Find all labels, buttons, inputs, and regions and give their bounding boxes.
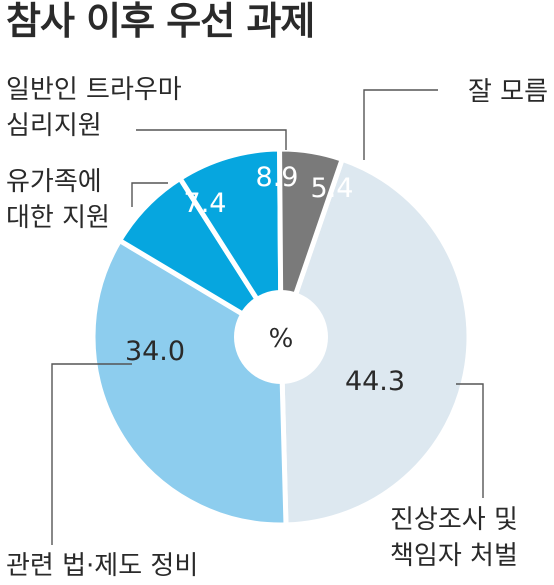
center-unit-label: % <box>269 324 294 354</box>
leader-line-family-support <box>131 182 168 207</box>
pie-slices <box>90 146 472 528</box>
leader-line-investigation <box>456 383 484 498</box>
leader-lines <box>51 89 484 545</box>
slice-trauma-support <box>177 146 284 340</box>
leader-line-trauma-support <box>136 129 287 150</box>
value-label-investigation: 44.3 <box>345 366 405 397</box>
category-label-trauma-support: 일반인 트라우마 심리지원 <box>6 75 182 141</box>
value-labels: 44.3 34.0 7.4 8.9 5.4 <box>125 162 405 397</box>
leader-line-law-reform <box>51 363 132 545</box>
slice-investigation <box>278 156 472 528</box>
category-label-investigation: 진상조사 및 책임자 처벌 <box>390 505 518 571</box>
value-label-family-support: 7.4 <box>184 188 227 219</box>
value-label-trauma-support: 8.9 <box>256 162 299 193</box>
category-label-law-reform: 관련 법·제도 정비 <box>6 551 198 581</box>
value-label-law-reform: 34.0 <box>125 336 185 367</box>
chart-title: 참사 이후 우선 과제 <box>6 0 314 43</box>
category-label-dont-know: 잘 모름 <box>468 77 548 107</box>
slice-dont-know <box>277 146 345 340</box>
value-label-dont-know: 5.4 <box>311 173 354 204</box>
center-hole <box>234 290 328 384</box>
leader-line-dont-know <box>363 89 438 160</box>
category-label-family-support: 유가족에 대한 지원 <box>6 167 110 233</box>
